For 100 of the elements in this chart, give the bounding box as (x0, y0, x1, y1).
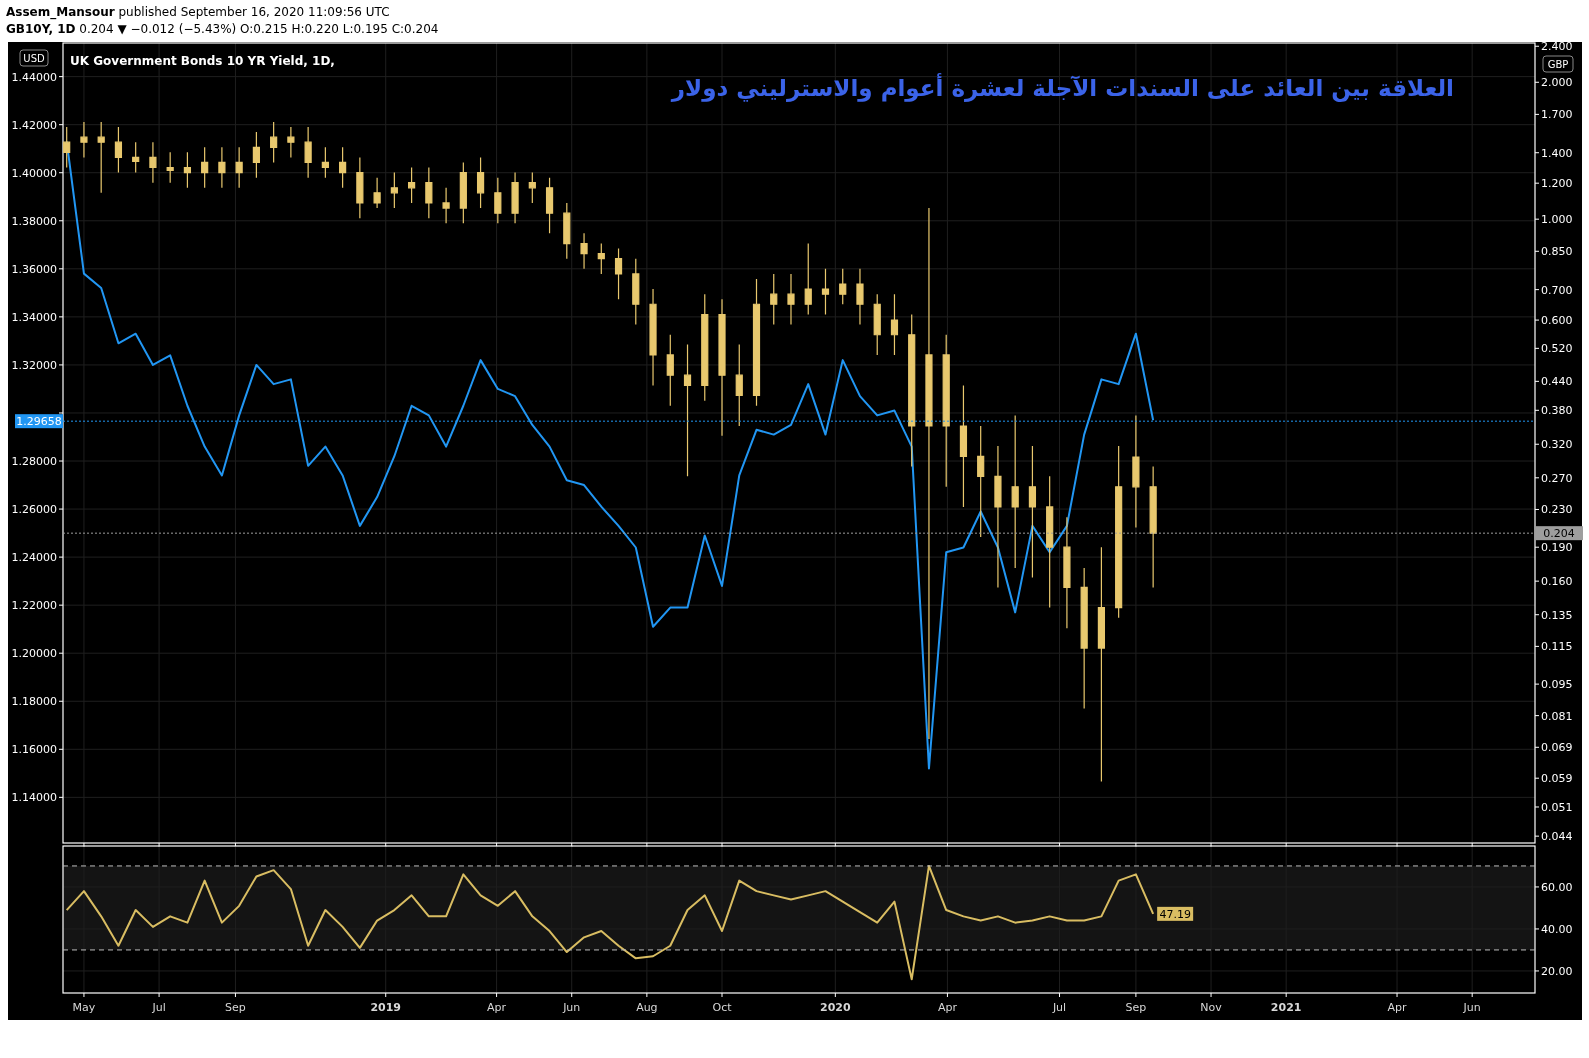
candlestick (80, 121, 88, 159)
candlestick (511, 172, 519, 224)
y2-tick-label: 0.160 (1541, 575, 1573, 589)
candlestick (666, 334, 674, 407)
candlestick (1080, 567, 1088, 710)
y-tick-label: 1.26000 (11, 503, 57, 517)
y2-axis-title: GBP (1547, 59, 1569, 70)
candlestick (373, 177, 381, 209)
candlestick (201, 146, 209, 189)
candlestick (252, 131, 260, 179)
y2-tick-label: 0.069 (1541, 741, 1573, 755)
candlestick (494, 177, 502, 224)
candlestick (752, 278, 761, 407)
candlestick (1115, 445, 1123, 619)
x-tick-label: Apr (1387, 1001, 1408, 1014)
y-tick-label: 1.42000 (11, 118, 57, 132)
y2-tick-label: 0.135 (1541, 608, 1573, 622)
y-tick-label: 1.28000 (11, 455, 57, 469)
y2-tick-label: 1.400 (1541, 146, 1573, 160)
y-tick-label: 40.00 (1541, 922, 1573, 936)
candlestick (1063, 516, 1071, 629)
y-tick-label: 1.36000 (11, 262, 57, 276)
x-tick-label: Oct (712, 1001, 733, 1014)
x-tick-label: Apr (487, 1001, 507, 1014)
candlestick (804, 242, 812, 316)
text: العلاقة بين العائد على السندات الآجلة لعشرة أعوام والاسترليني دولار (670, 72, 1454, 102)
x-tick-label: Jul (1051, 1001, 1067, 1014)
ref-line-label: 1.29658 (16, 415, 62, 429)
candlestick (614, 247, 623, 300)
y2-tick-label: 0.270 (1541, 471, 1573, 485)
text: UK Government Bonds 10 YR Yield, 1D, (70, 54, 335, 68)
candlestick (1011, 414, 1019, 569)
candlestick (149, 141, 157, 184)
candlestick (1097, 546, 1106, 783)
candlestick (787, 273, 795, 326)
candlestick (183, 151, 192, 189)
candlestick (1132, 414, 1140, 529)
candlestick (114, 126, 123, 174)
x-tick-label: 2020 (820, 1001, 851, 1014)
x-tick-label: Aug (636, 1001, 658, 1014)
y2-tick-label: 1.700 (1541, 108, 1573, 122)
candlestick (1028, 445, 1037, 579)
y2-tick-label: 2.400 (1541, 40, 1573, 54)
candlestick (356, 156, 364, 219)
y2-tick-label: 0.044 (1541, 830, 1573, 844)
candlestick (925, 207, 933, 740)
y-tick-label: 1.32000 (11, 358, 57, 372)
candlestick (890, 293, 899, 356)
y2-tick-label: 0.320 (1541, 438, 1573, 452)
x-tick-label: Jun (1462, 1001, 1481, 1014)
candlestick (545, 177, 554, 234)
candlestick (873, 293, 881, 356)
y-tick-label: 1.22000 (11, 599, 57, 613)
candlestick (442, 187, 450, 224)
y-tick-label: 20.00 (1541, 964, 1573, 978)
data-label: 47.19 (1159, 907, 1191, 921)
x-tick-label: May (72, 1001, 96, 1014)
y-axis-title: USD (23, 53, 45, 64)
candlestick (856, 268, 864, 326)
y2-tick-label: 0.440 (1541, 375, 1573, 389)
candlestick (321, 146, 329, 179)
y-tick-label: 1.40000 (11, 166, 57, 180)
candlestick (270, 121, 278, 164)
y-tick-label: 1.34000 (11, 310, 57, 324)
y-tick-label: 1.16000 (11, 743, 57, 757)
x-tick-label: 2021 (1270, 1001, 1302, 1014)
candlestick (1149, 465, 1157, 589)
candlestick (908, 313, 916, 468)
candlestick (304, 126, 312, 179)
x-tick-label: Sep (225, 1001, 246, 1014)
y2-tick-label: 0.095 (1541, 678, 1573, 692)
y2-tick-label: 0.051 (1541, 800, 1573, 814)
y-tick-label: 60.00 (1541, 880, 1573, 894)
y-tick-label: 1.18000 (11, 695, 57, 709)
line-series (65, 864, 1155, 981)
ref-line-label: 0.204 (1543, 527, 1575, 541)
y2-tick-label: 1.000 (1541, 213, 1573, 227)
y2-tick-label: 2.000 (1541, 76, 1573, 90)
candlestick (977, 425, 985, 538)
y2-tick-label: 0.081 (1541, 709, 1573, 723)
y2-tick-label: 0.230 (1541, 503, 1573, 517)
y-tick-label: 1.24000 (11, 551, 57, 565)
candlestick (770, 273, 778, 326)
candlestick (563, 202, 571, 260)
y2-tick-label: 0.115 (1541, 640, 1573, 654)
candlestick (425, 166, 433, 219)
text: Assem_Mansour published September 16, 2020 11:09:56 UTC (6, 5, 390, 20)
y2-tick-label: 0.380 (1541, 404, 1573, 418)
candlestick (339, 146, 347, 189)
candlestick (942, 334, 950, 488)
y-tick-label: 1.38000 (11, 214, 57, 228)
candlestick (132, 141, 140, 174)
y-tick-label: 1.14000 (11, 791, 57, 805)
y2-tick-label: 0.700 (1541, 283, 1573, 297)
x-tick-label: Apr (937, 1001, 958, 1014)
y-tick-label: 1.20000 (11, 647, 57, 661)
candlestick (735, 343, 743, 427)
candlestick (701, 293, 709, 402)
candlestick (1046, 475, 1054, 609)
x-tick-label: Jun (562, 1001, 581, 1014)
